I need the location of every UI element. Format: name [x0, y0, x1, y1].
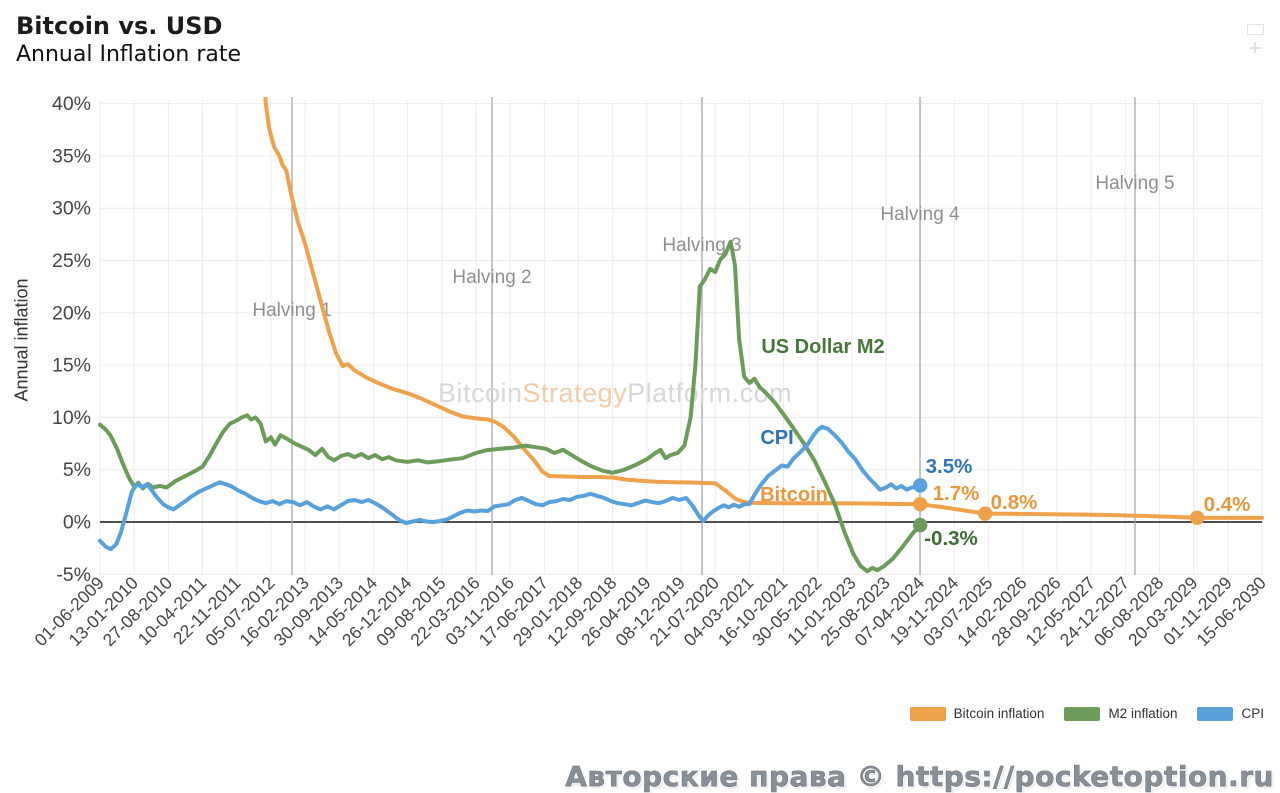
chart-toolbar — [1244, 24, 1266, 53]
zoom-icon[interactable] — [1249, 42, 1261, 53]
data-point-marker[interactable] — [913, 478, 928, 493]
data-point-marker[interactable] — [978, 506, 993, 521]
legend-label: CPI — [1241, 706, 1264, 721]
y-tick-label: 25% — [52, 250, 91, 272]
legend-item-bitcoin[interactable]: Bitcoin inflation — [909, 706, 1045, 721]
series-line-cpi[interactable] — [98, 424, 923, 552]
data-point-marker[interactable] — [913, 517, 928, 533]
copyright-watermark: Авторские права © https://pocketoption.r… — [565, 760, 1274, 793]
export-icon[interactable] — [1246, 24, 1264, 35]
chart-legend: Bitcoin inflation M2 inflation CPI — [909, 706, 1264, 721]
halving-markers: Halving 1 Halving 2 Halving 3 Halving 4 Halv… — [252, 97, 1175, 575]
y-tick-label: 40% — [52, 93, 91, 115]
y-tick-label: 30% — [52, 198, 91, 220]
y-tick-label: -5% — [56, 564, 91, 586]
m2-swatch-icon — [1064, 706, 1101, 721]
chart-header: Bitcoin vs. USD Annual Inflation rate — [16, 12, 241, 68]
series-label: CPI — [760, 427, 793, 449]
legend-item-m2[interactable]: M2 inflation — [1064, 706, 1177, 721]
series-line-m2-inflation[interactable] — [98, 239, 923, 574]
value-annotation: 0.8% — [991, 491, 1038, 514]
legend-label: Bitcoin inflation — [953, 706, 1045, 721]
value-annotation: -0.3% — [924, 527, 978, 550]
watermark: BitcoinStrategyPlatform.com — [438, 378, 792, 408]
page-title: Bitcoin vs. USD — [16, 12, 223, 40]
bitcoin-swatch-icon — [909, 706, 946, 721]
series-label: US Dollar M2 — [761, 336, 884, 358]
halving-label: Halving 3 — [662, 235, 741, 256]
value-annotation: 0.4% — [1204, 493, 1251, 516]
data-point-marker[interactable] — [1189, 510, 1205, 525]
halving-label: Halving 4 — [880, 204, 960, 225]
y-tick-label: 20% — [52, 302, 91, 324]
y-axis-ticks: 40% 35% 30% 25% 20% 15% 10% 5% 0% -5% — [52, 93, 91, 586]
y-tick-label: 5% — [63, 459, 91, 481]
page-subtitle: Annual Inflation rate — [16, 41, 242, 67]
legend-item-cpi[interactable]: CPI — [1197, 706, 1264, 721]
halving-label: Halving 2 — [452, 267, 531, 288]
value-annotation: 3.5% — [926, 455, 973, 478]
data-point-marker[interactable] — [913, 497, 928, 512]
y-tick-label: 10% — [52, 407, 91, 429]
halving-label: Halving 5 — [1095, 173, 1174, 194]
value-annotation: 1.7% — [933, 482, 980, 505]
series-label: Bitcoin — [760, 484, 828, 506]
x-axis-ticks: 01-06-200913-01-201027-08-201010-04-2011… — [30, 572, 1270, 650]
y-tick-label: 35% — [52, 145, 91, 167]
legend-label: M2 inflation — [1108, 706, 1178, 721]
cpi-swatch-icon — [1197, 706, 1234, 721]
y-tick-label: 15% — [52, 355, 91, 377]
series-line-bitcoin-inflation[interactable] — [261, 41, 1264, 520]
y-tick-label: 0% — [63, 512, 91, 534]
halving-label: Halving 1 — [252, 300, 331, 321]
